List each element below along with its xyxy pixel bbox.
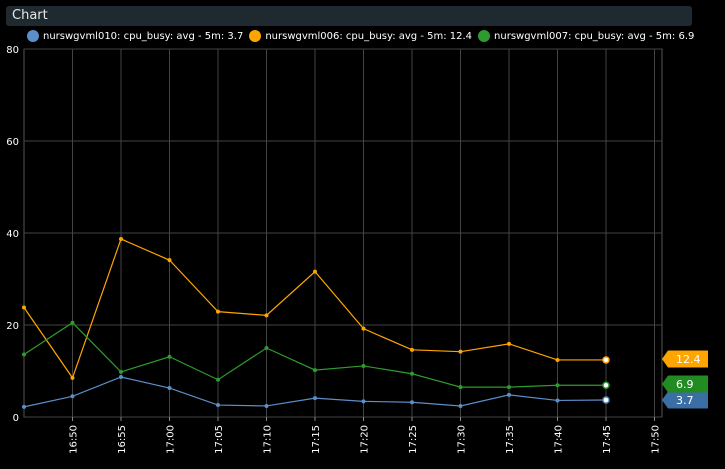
- data-point: [313, 269, 317, 274]
- x-tick-label: 16:55: [117, 425, 128, 454]
- data-point: [167, 386, 172, 391]
- data-point: [22, 305, 26, 310]
- data-point: [507, 392, 511, 397]
- data-point: [602, 356, 610, 364]
- data-point: [70, 320, 75, 325]
- value-badge-label: 6.9: [676, 378, 694, 391]
- data-point: [119, 236, 123, 241]
- data-point: [602, 396, 610, 404]
- x-tick-label: 17:10: [263, 425, 274, 454]
- legend-label: nurswgvml006: cpu_busy: avg - 5m: 12.4: [265, 30, 473, 42]
- y-tick-label: 0: [13, 413, 19, 424]
- data-point: [216, 403, 220, 408]
- data-point: [264, 403, 269, 408]
- x-tick-label: 17:35: [505, 425, 516, 454]
- data-point: [167, 258, 172, 263]
- chart-title: Chart: [12, 8, 48, 23]
- x-tick-label: 17:15: [311, 425, 322, 454]
- x-tick-label: 17:25: [408, 425, 419, 454]
- legend-dot-icon: [478, 30, 491, 42]
- x-tick-label: 17:40: [554, 425, 565, 454]
- data-point: [458, 349, 463, 354]
- y-tick-label: 80: [6, 45, 19, 56]
- y-tick-label: 20: [6, 321, 19, 332]
- data-point: [410, 371, 414, 376]
- data-point: [507, 385, 511, 390]
- y-tick-label: 60: [6, 137, 19, 148]
- data-point: [555, 398, 560, 403]
- data-point: [555, 383, 560, 388]
- x-tick-label: 17:30: [457, 425, 468, 454]
- data-point: [22, 404, 26, 409]
- data-point: [410, 400, 414, 405]
- data-point: [410, 347, 414, 352]
- legend-item-3[interactable]: nurswgvml007: cpu_busy: avg - 5m: 6.9: [478, 30, 694, 42]
- data-point: [119, 374, 123, 379]
- x-tick-label: 17:00: [166, 425, 177, 454]
- value-badge-label: 12.4: [676, 353, 701, 366]
- data-point: [313, 368, 317, 373]
- data-point: [602, 381, 610, 390]
- data-point: [119, 369, 123, 374]
- x-tick-label: 17:45: [602, 425, 613, 454]
- legend-label: nurswgvml007: cpu_busy: avg - 5m: 6.9: [494, 30, 695, 42]
- legend-dot-icon: [249, 30, 262, 42]
- x-tick-label: 17:50: [651, 425, 662, 454]
- chart-header: Chart: [6, 6, 692, 26]
- data-point: [264, 346, 269, 350]
- data-point: [458, 385, 463, 390]
- data-point: [22, 352, 26, 357]
- data-point: [216, 377, 220, 382]
- value-badge: [662, 375, 708, 393]
- data-point: [458, 403, 463, 408]
- x-tick-label: 17:20: [360, 425, 371, 454]
- data-point: [216, 309, 220, 314]
- data-point: [167, 354, 172, 359]
- data-point: [70, 394, 75, 399]
- legend-item-2[interactable]: nurswgvml006: cpu_busy: avg - 5m: 12.4: [249, 30, 472, 42]
- data-point: [555, 357, 560, 362]
- value-badge-label: 3.7: [676, 394, 694, 407]
- data-point: [264, 313, 269, 318]
- legend-item-1[interactable]: nurswgvml010: cpu_busy: avg - 5m: 3.7: [27, 30, 243, 42]
- data-point: [313, 396, 317, 401]
- value-badge: [662, 391, 708, 409]
- legend: nurswgvml010: cpu_busy: avg - 5m: 3.7 nu…: [27, 29, 700, 43]
- value-badge: [662, 350, 708, 368]
- y-tick-label: 40: [6, 229, 19, 240]
- data-point: [361, 326, 366, 331]
- legend-label: nurswgvml010: cpu_busy: avg - 5m: 3.7: [43, 30, 244, 42]
- data-point: [361, 363, 366, 368]
- data-point: [361, 399, 366, 404]
- x-tick-label: 16:50: [69, 425, 80, 454]
- data-point: [507, 341, 511, 346]
- legend-dot-icon: [27, 30, 39, 42]
- x-tick-label: 17:05: [214, 425, 225, 454]
- data-point: [70, 375, 75, 380]
